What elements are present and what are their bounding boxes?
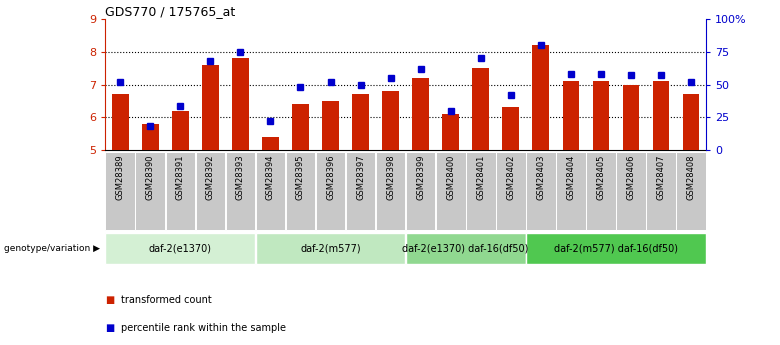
Text: daf-2(m577): daf-2(m577) xyxy=(300,244,361,254)
Text: GSM28390: GSM28390 xyxy=(146,154,155,200)
Bar xyxy=(196,152,225,230)
Bar xyxy=(556,152,586,230)
Bar xyxy=(256,152,285,230)
Text: percentile rank within the sample: percentile rank within the sample xyxy=(121,323,286,333)
Bar xyxy=(526,233,706,264)
Bar xyxy=(616,152,646,230)
Text: GSM28391: GSM28391 xyxy=(176,154,185,200)
Bar xyxy=(172,111,189,150)
Bar xyxy=(406,152,435,230)
Text: GSM28405: GSM28405 xyxy=(596,154,605,200)
Text: GSM28397: GSM28397 xyxy=(356,154,365,200)
Text: transformed count: transformed count xyxy=(121,295,211,305)
Text: ■: ■ xyxy=(105,323,115,333)
Text: genotype/variation ▶: genotype/variation ▶ xyxy=(4,244,100,253)
Text: GSM28403: GSM28403 xyxy=(536,154,545,200)
Text: GSM28399: GSM28399 xyxy=(416,154,425,200)
Text: GSM28402: GSM28402 xyxy=(506,154,516,200)
Text: daf-2(e1370) daf-16(df50): daf-2(e1370) daf-16(df50) xyxy=(402,244,529,254)
Bar xyxy=(376,152,406,230)
Text: GSM28406: GSM28406 xyxy=(626,154,636,200)
Bar xyxy=(586,152,615,230)
Bar xyxy=(502,108,519,150)
Bar xyxy=(682,95,699,150)
Bar xyxy=(533,45,549,150)
Text: ■: ■ xyxy=(105,295,115,305)
Bar xyxy=(353,95,369,150)
Text: GSM28400: GSM28400 xyxy=(446,154,456,200)
Text: GSM28404: GSM28404 xyxy=(566,154,576,200)
Bar xyxy=(346,152,375,230)
Bar xyxy=(622,85,639,150)
Bar xyxy=(646,152,675,230)
Text: daf-2(e1370): daf-2(e1370) xyxy=(149,244,212,254)
Bar xyxy=(442,114,459,150)
Text: GSM28395: GSM28395 xyxy=(296,154,305,200)
Bar xyxy=(413,78,429,150)
Text: GSM28392: GSM28392 xyxy=(206,154,215,200)
Bar xyxy=(593,81,609,150)
Text: GSM28396: GSM28396 xyxy=(326,154,335,200)
Bar xyxy=(256,233,406,264)
Bar xyxy=(496,152,526,230)
Bar xyxy=(202,65,218,150)
Text: GSM28389: GSM28389 xyxy=(115,154,125,200)
Text: GDS770 / 175765_at: GDS770 / 175765_at xyxy=(105,5,236,18)
Bar xyxy=(165,152,195,230)
Bar xyxy=(105,152,135,230)
Bar xyxy=(316,152,346,230)
Text: GSM28394: GSM28394 xyxy=(266,154,275,200)
Text: daf-2(m577) daf-16(df50): daf-2(m577) daf-16(df50) xyxy=(554,244,678,254)
Bar xyxy=(136,152,165,230)
Bar xyxy=(562,81,579,150)
Bar xyxy=(526,152,555,230)
Bar xyxy=(285,152,315,230)
Bar xyxy=(232,58,249,150)
Bar xyxy=(322,101,339,150)
Bar xyxy=(653,81,669,150)
Bar xyxy=(225,152,255,230)
Bar xyxy=(473,68,489,150)
Text: GSM28408: GSM28408 xyxy=(686,154,696,200)
Bar xyxy=(676,152,706,230)
Bar xyxy=(142,124,158,150)
Bar xyxy=(262,137,278,150)
Bar xyxy=(382,91,399,150)
Text: GSM28407: GSM28407 xyxy=(656,154,665,200)
Bar xyxy=(436,152,466,230)
Text: GSM28401: GSM28401 xyxy=(476,154,485,200)
Bar xyxy=(292,104,309,150)
Text: GSM28393: GSM28393 xyxy=(236,154,245,200)
Text: GSM28398: GSM28398 xyxy=(386,154,395,200)
Bar xyxy=(466,152,495,230)
Bar xyxy=(112,95,129,150)
Bar xyxy=(105,233,255,264)
Bar xyxy=(406,233,526,264)
